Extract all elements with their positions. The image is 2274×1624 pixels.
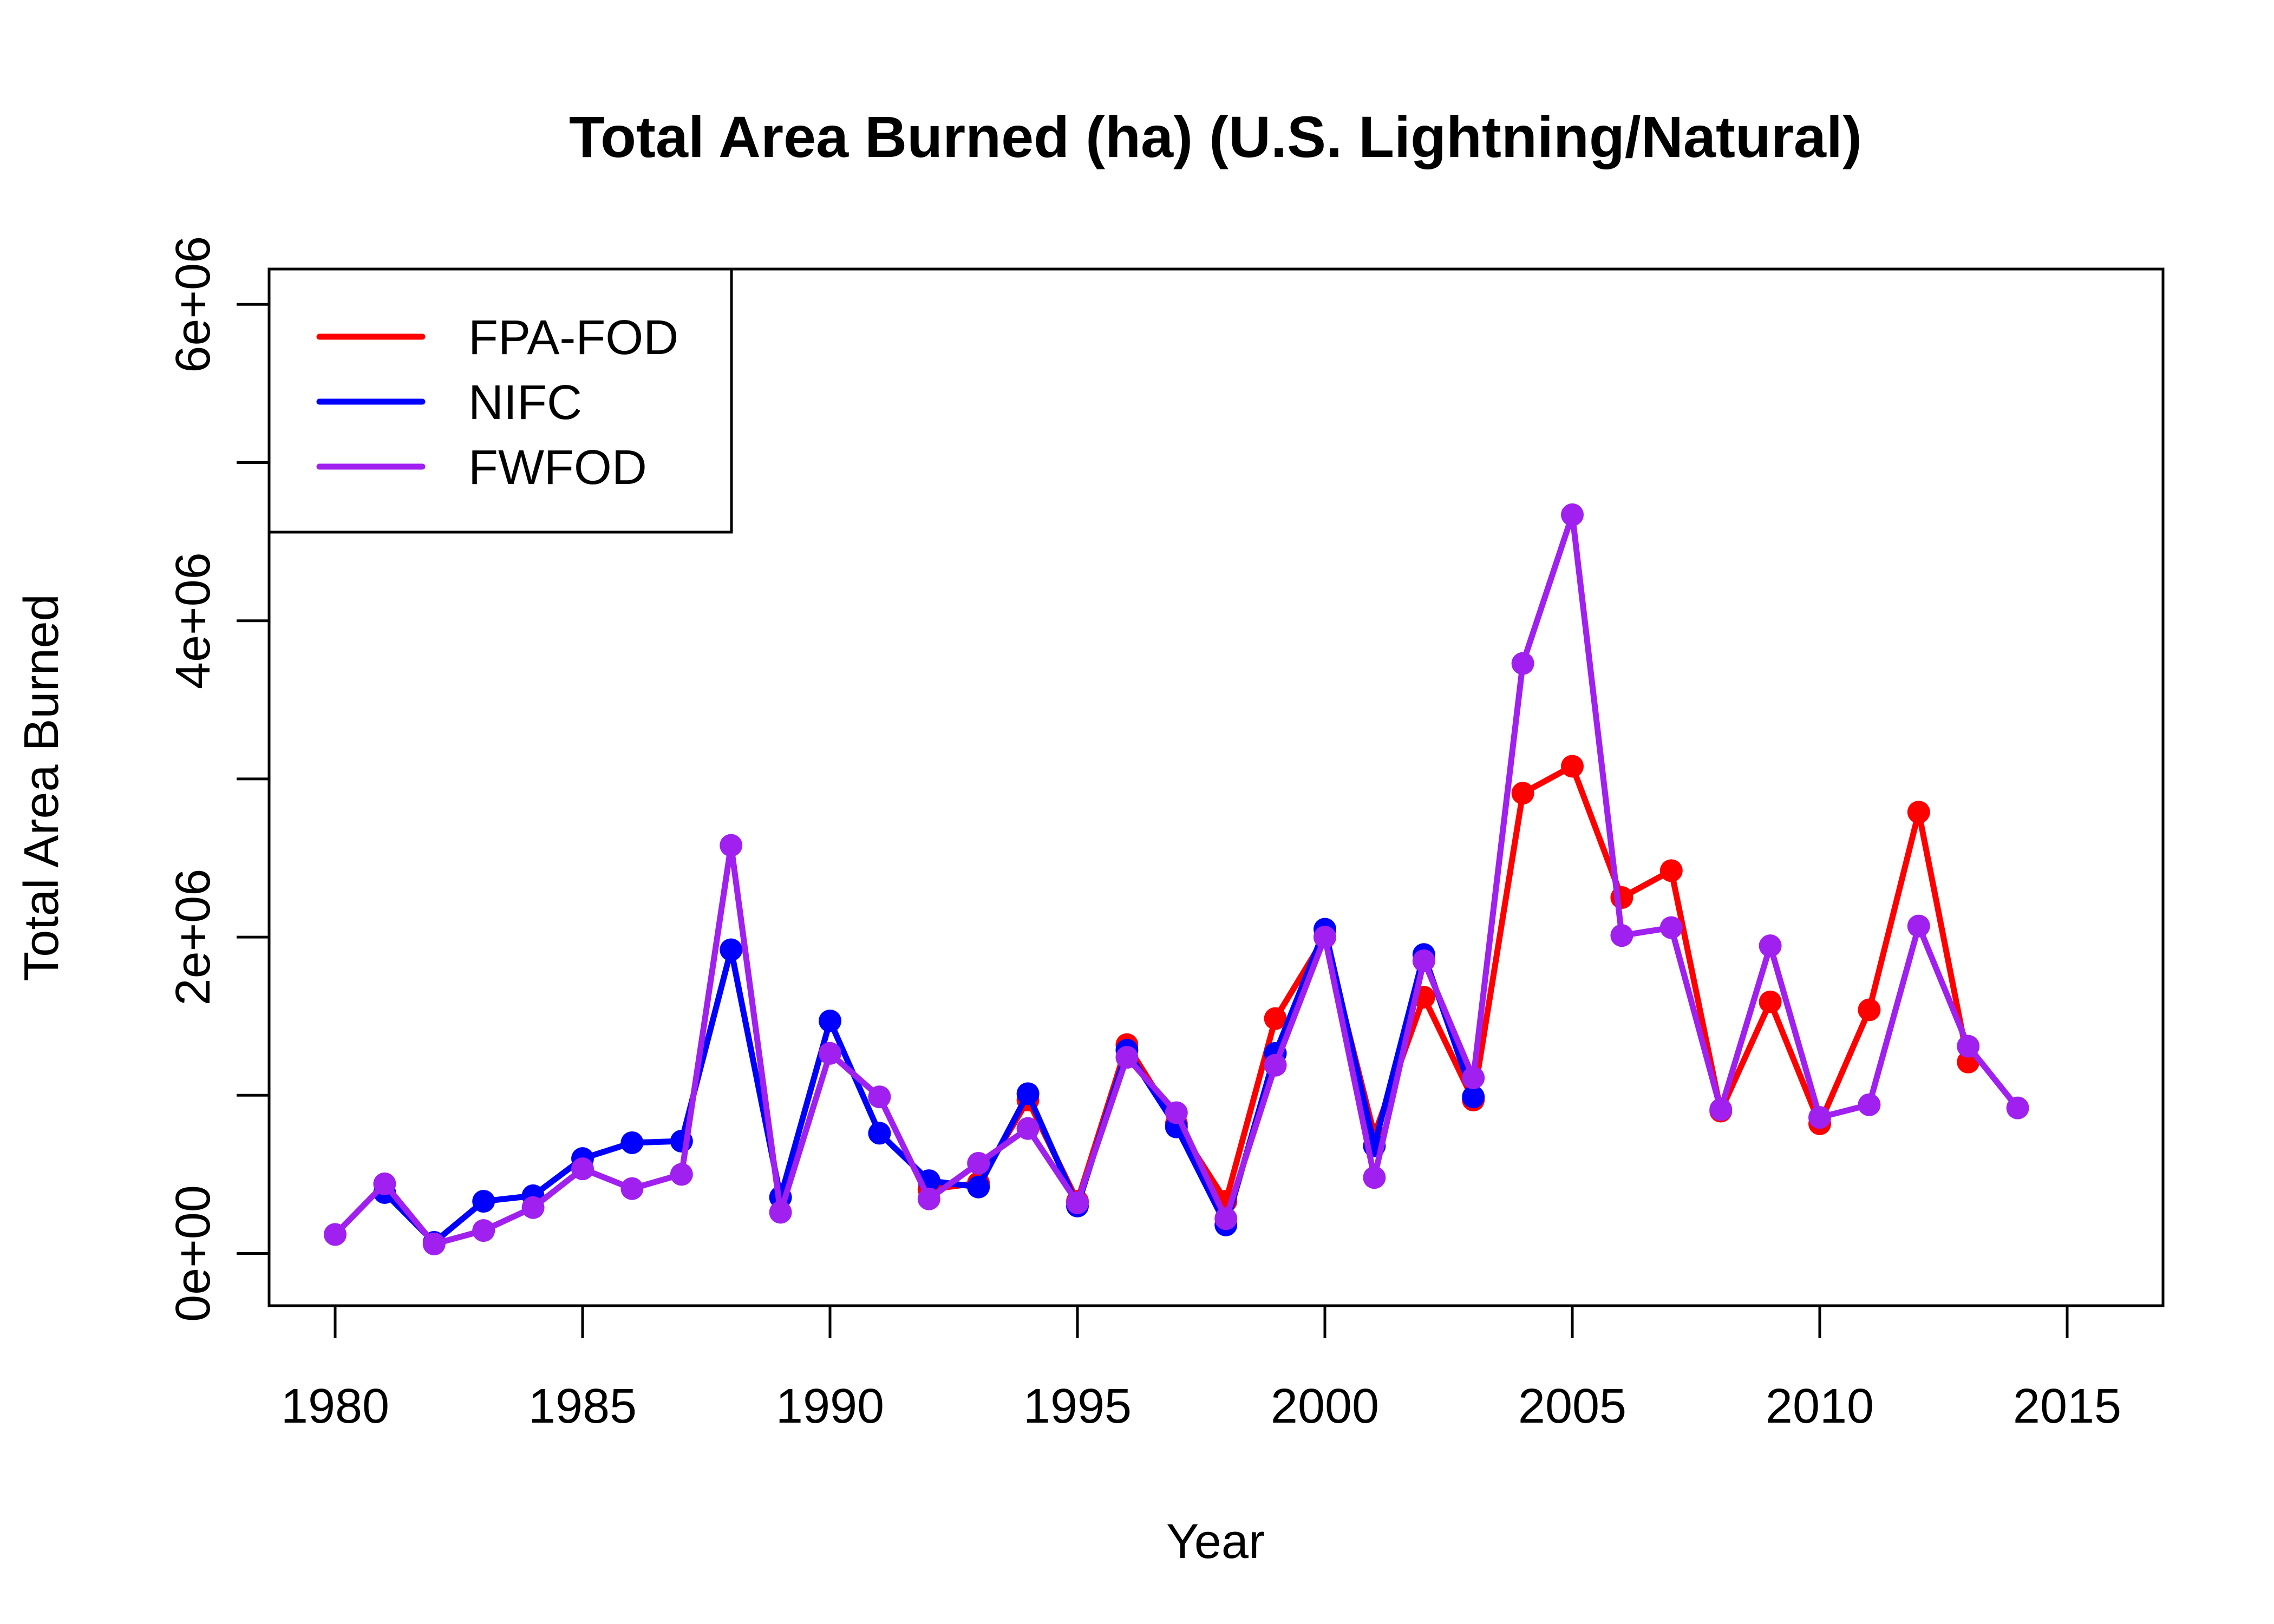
data-point: [1016, 1117, 1040, 1140]
data-point: [472, 1219, 495, 1242]
data-point: [1659, 916, 1683, 939]
data-point: [1759, 934, 1782, 958]
data-point: [422, 1232, 446, 1255]
data-point: [819, 1042, 841, 1065]
data-point: [1462, 1066, 1485, 1090]
data-point: [620, 1131, 644, 1154]
data-point: [720, 834, 743, 857]
data-point: [868, 1085, 891, 1109]
y-tick-label: 2e+06: [166, 869, 220, 1006]
data-point: [2006, 1096, 2029, 1119]
data-point: [1709, 1098, 1733, 1121]
chart-title: Total Area Burned (ha) (U.S. Lightning/N…: [569, 104, 1862, 169]
data-point: [1363, 1166, 1386, 1189]
data-point: [373, 1172, 396, 1195]
data-point: [1214, 1207, 1238, 1230]
legend-label: NIFC: [468, 376, 582, 430]
data-point: [1511, 652, 1534, 675]
data-point: [1165, 1101, 1188, 1124]
data-point: [1115, 1046, 1139, 1069]
series-layer: [324, 503, 2029, 1255]
x-tick-label: 1990: [776, 1379, 884, 1433]
data-point: [1314, 926, 1336, 949]
data-point: [472, 1190, 495, 1213]
y-axis-label: Total Area Burned: [15, 594, 69, 981]
data-point: [967, 1151, 990, 1175]
data-point: [1066, 1191, 1089, 1214]
data-point: [1610, 924, 1633, 947]
x-tick-label: 2005: [1518, 1379, 1626, 1433]
x-tick-label: 1985: [528, 1379, 637, 1433]
data-point: [620, 1177, 644, 1200]
data-point: [868, 1122, 891, 1145]
data-point: [1264, 1053, 1287, 1077]
x-tick-label: 1995: [1023, 1379, 1132, 1433]
data-point: [1907, 801, 1930, 824]
data-point: [1264, 1007, 1287, 1030]
data-point: [1759, 990, 1782, 1013]
data-point: [1511, 782, 1534, 805]
data-point: [1957, 1034, 1980, 1058]
x-axis: 1980 1985 1990 1995 2000 2005 2010 2015: [281, 1304, 2121, 1433]
x-axis-label: Year: [1166, 1515, 1265, 1569]
data-point: [670, 1163, 693, 1186]
y-tick-label: 0e+00: [166, 1185, 220, 1322]
data-point: [1659, 859, 1683, 882]
data-point: [819, 1009, 841, 1032]
data-point: [1462, 1085, 1485, 1109]
x-tick-label: 2010: [1766, 1379, 1874, 1433]
y-axis: 0e+00 2e+06 4e+06 6e+06: [166, 236, 271, 1322]
series-fwfod: [324, 503, 2029, 1255]
data-point: [1858, 998, 1881, 1021]
data-point: [571, 1157, 594, 1181]
y-tick-label: 4e+06: [166, 552, 220, 689]
y-tick-label: 6e+06: [166, 236, 220, 373]
legend-label: FWFOD: [468, 441, 647, 495]
x-tick-label: 2000: [1271, 1379, 1379, 1433]
x-tick-label: 1980: [281, 1379, 389, 1433]
legend: FPA-FOD NIFC FWFOD: [267, 267, 733, 534]
legend-label: FPA-FOD: [468, 311, 678, 365]
data-point: [917, 1187, 940, 1210]
data-point: [1561, 503, 1584, 526]
data-point: [1412, 949, 1435, 972]
data-point: [1016, 1082, 1040, 1105]
data-point: [720, 938, 743, 961]
x-tick-label: 2015: [2013, 1379, 2121, 1433]
data-point: [521, 1196, 545, 1219]
data-point: [324, 1223, 347, 1246]
data-point: [967, 1175, 990, 1199]
data-point: [1907, 914, 1930, 938]
data-point: [1858, 1093, 1881, 1116]
data-point: [769, 1201, 792, 1224]
data-point: [1561, 755, 1584, 778]
data-point: [1808, 1106, 1831, 1129]
